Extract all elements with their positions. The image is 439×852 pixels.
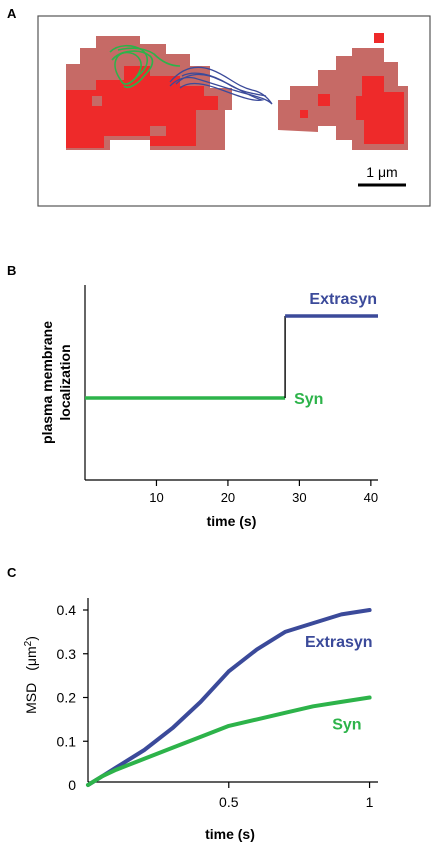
scale-bar-label: 1 μm [366,164,397,180]
series-line-syn [86,695,372,787]
y-tick-label: 0.3 [57,646,77,662]
series-point-extrasyn [339,612,343,616]
extrasyn-trajectory [169,66,273,105]
series-point-extrasyn [142,748,146,752]
series-point-syn [86,783,90,787]
chart-b: 10 20 30 40 time (s) plasma membrane localizat… [39,285,378,529]
series-point-extrasyn [283,630,287,634]
panel-a-image: 1 μm [37,15,431,207]
chart-c: 0 0.1 0.2 0.3 0.4 0.5 1 time (s) MSD (μm2) Extrasy… [23,598,378,842]
syn-trajectory [109,44,181,89]
y-axis-label-text: MSD [23,683,39,714]
series-point-syn [170,746,175,750]
series-point-extrasyn [311,621,315,625]
series-point-extrasyn [199,700,203,704]
y-tick-label: 0.1 [57,733,77,749]
y-tick-label: 0.4 [57,602,77,618]
y-axis-label-close: ) [23,636,39,641]
x-tick-label: 0.5 [219,794,239,810]
series-label-extrasyn: Extrasyn [309,291,377,308]
series-point-syn [339,700,343,704]
series-point-syn [199,735,203,739]
panel-letter-c: C [7,565,17,580]
y-axis-label-superscript: 2 [23,640,34,646]
series-point-syn [227,724,231,728]
series-point-syn [100,774,104,778]
x-tick-label: 20 [221,490,235,505]
y-tick-label: 0.2 [57,690,77,706]
series-point-syn [367,695,372,700]
cell-body-right [278,33,408,150]
panel-letter-b: B [7,263,17,278]
cell-body-left [66,36,232,150]
series-point-syn [255,717,259,721]
y-axis-label-line-1: plasma membrane [39,321,55,444]
panel-letter-a: A [7,6,17,21]
series-point-extrasyn [227,669,231,673]
y-axis-label-unit: (μm [23,646,39,670]
x-axis-label: time (s) [205,826,255,842]
y-axis-label-line-2: localization [57,344,73,420]
series-label-syn: Syn [332,717,361,734]
series-point-syn [311,704,315,708]
y-axis-label: MSD (μm2) [23,636,39,714]
series-point-syn [142,757,146,761]
x-tick-label: 1 [366,794,374,810]
series-point-extrasyn [255,647,259,651]
x-tick-label: 10 [149,490,163,505]
series-point-extrasyn [170,726,175,730]
series-point-syn [283,711,287,715]
x-axis-label: time (s) [207,513,257,529]
series-point-extrasyn [367,608,372,612]
x-tick-label: 40 [364,490,378,505]
series-point-syn [114,768,118,772]
y-tick-label: 0 [68,777,76,793]
x-tick-label: 30 [292,490,306,505]
series-label-extrasyn: Extrasyn [305,634,373,651]
series-label-syn: Syn [294,391,323,408]
